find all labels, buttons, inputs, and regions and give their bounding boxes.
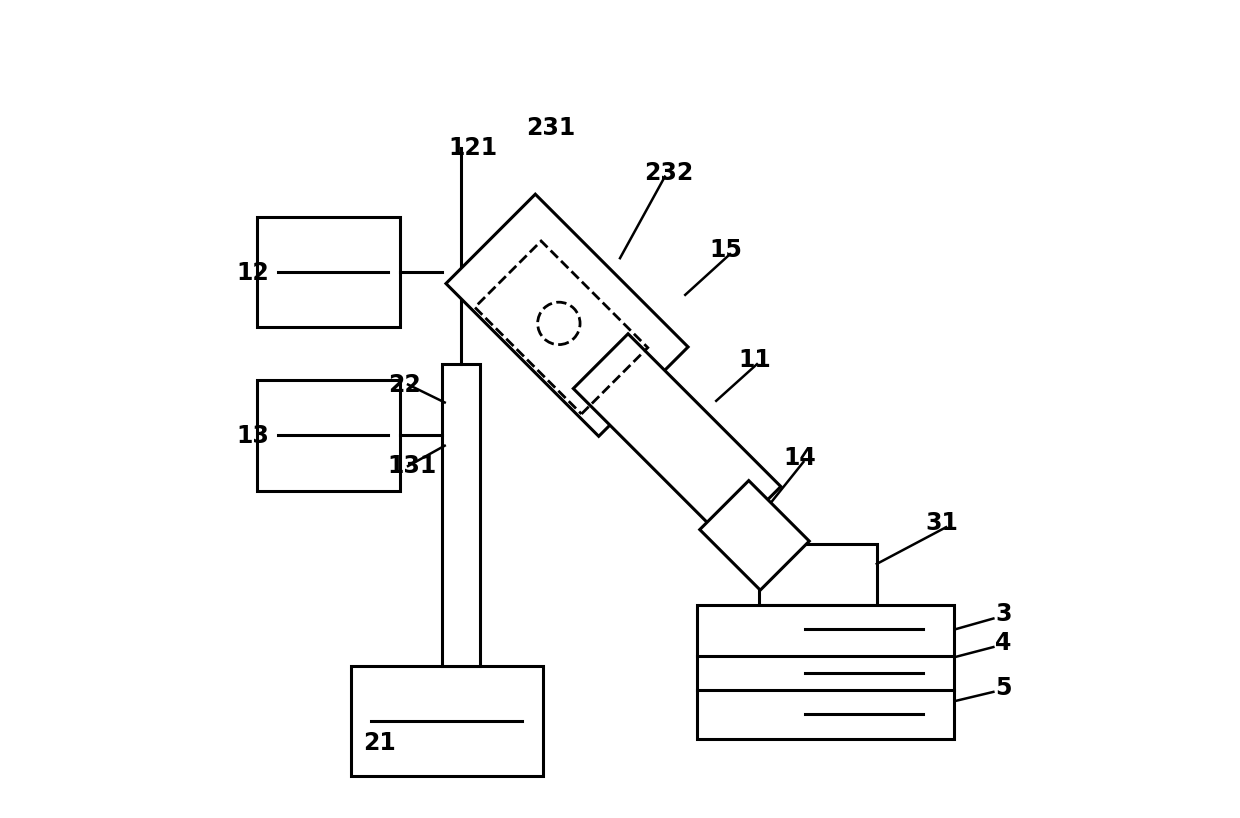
Text: 15: 15	[709, 238, 743, 262]
Bar	[351, 666, 543, 775]
Text: 3: 3	[994, 602, 1012, 627]
Text: 12: 12	[237, 261, 269, 285]
Text: 232: 232	[645, 160, 693, 185]
Text: 21: 21	[363, 731, 396, 755]
Text: 231: 231	[526, 116, 575, 140]
Text: 13: 13	[237, 424, 270, 448]
Text: 22: 22	[388, 372, 420, 397]
Bar	[257, 380, 399, 491]
Polygon shape	[446, 194, 688, 436]
Text: 5: 5	[994, 676, 1012, 700]
Bar	[697, 605, 955, 739]
Text: 121: 121	[449, 136, 498, 160]
Text: 4: 4	[994, 631, 1012, 655]
Polygon shape	[699, 481, 810, 590]
Bar	[257, 218, 399, 327]
Text: 11: 11	[738, 348, 771, 372]
Text: 14: 14	[782, 446, 816, 470]
Bar	[443, 364, 480, 666]
Text: 31: 31	[926, 511, 959, 535]
Text: 131: 131	[388, 454, 436, 478]
Polygon shape	[573, 334, 781, 542]
Bar	[759, 543, 877, 605]
